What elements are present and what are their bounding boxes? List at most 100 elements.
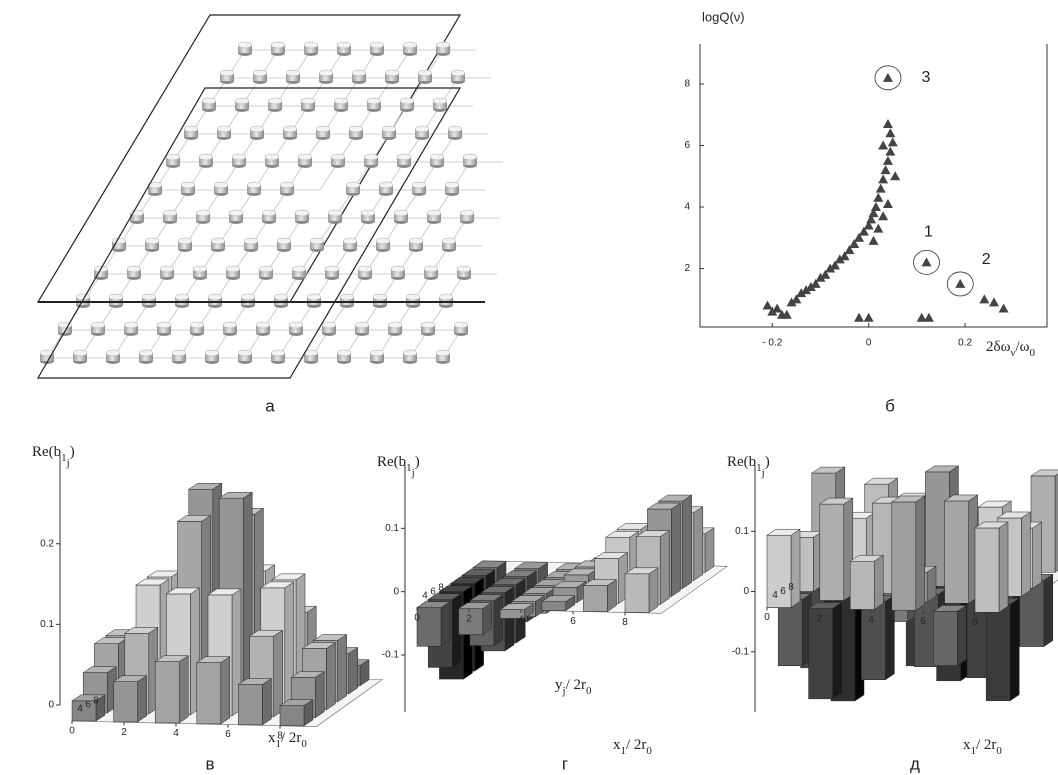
- label-part: Re(b: [727, 454, 756, 470]
- label-part: ): [765, 454, 770, 470]
- cylinder-top: [328, 210, 342, 216]
- bar: [945, 495, 978, 603]
- cylinder-top: [430, 154, 444, 160]
- cylinder-top: [352, 70, 366, 76]
- bar-front: [933, 611, 957, 665]
- cylinder-top: [319, 70, 333, 76]
- annotation: 1: [924, 224, 933, 241]
- label-part: 2δω: [986, 339, 1011, 355]
- depth-tick-label: 6: [430, 586, 436, 597]
- bar-front: [778, 600, 802, 666]
- point: [878, 174, 888, 183]
- x-tick-label: 8: [972, 617, 978, 628]
- x-tick-label: 2: [121, 727, 127, 738]
- cylinder-top: [316, 126, 330, 132]
- cylinder-top: [409, 238, 423, 244]
- cylinder-top: [391, 266, 405, 272]
- cylinder-top: [256, 322, 270, 328]
- cylinder-top: [178, 238, 192, 244]
- cylinder-top: [223, 322, 237, 328]
- bar-side: [179, 656, 188, 723]
- cylinder-top: [163, 210, 177, 216]
- cylinder-top: [367, 98, 381, 104]
- cylinder-top: [73, 350, 87, 356]
- cylinder-top: [157, 322, 171, 328]
- cylinder-top: [397, 154, 411, 160]
- cylinder-top: [370, 42, 384, 48]
- bar-front: [975, 528, 999, 612]
- point: [979, 294, 989, 303]
- depth-tick-label: 8: [438, 582, 444, 593]
- cylinder-top: [457, 266, 471, 272]
- label-part: /ω: [1015, 339, 1029, 355]
- axis-frame: [700, 44, 1047, 327]
- cylinder-top: [91, 322, 105, 328]
- point: [885, 128, 895, 137]
- x-tick-label: 2: [816, 613, 822, 624]
- y-tick-label: 0.1: [40, 619, 54, 630]
- cylinder-top: [382, 126, 396, 132]
- cylinder-top: [199, 154, 213, 160]
- depth-tick-label: 4: [422, 590, 428, 601]
- bar-side: [349, 647, 358, 693]
- cylinder-top: [454, 322, 468, 328]
- cylinder-top: [463, 154, 477, 160]
- figure: а б в г д 2468- 0.200.2logQ(ν)2δων/ω0123…: [0, 0, 1058, 775]
- bar-side: [274, 630, 283, 717]
- cylinder-top: [340, 294, 354, 300]
- cylinder-top: [388, 322, 402, 328]
- axis-label: 2δων/ω0: [986, 339, 1035, 358]
- cylinder-top: [451, 70, 465, 76]
- bar: [459, 603, 492, 635]
- depth-tick-label: 4: [77, 704, 83, 715]
- cylinder-top: [268, 98, 282, 104]
- x-tick-label: 4: [868, 615, 874, 626]
- label-part: Re(b: [377, 454, 406, 470]
- y-tick-label: 0.1: [735, 526, 749, 537]
- bar-top: [1031, 470, 1058, 476]
- cylinder-top: [286, 70, 300, 76]
- y-tick-label: 0: [393, 586, 399, 597]
- cylinder-top: [247, 182, 261, 188]
- bar: [417, 602, 450, 647]
- label-part: 0: [586, 685, 592, 697]
- bar-side: [833, 602, 842, 698]
- bar: [280, 700, 313, 726]
- depth-tick-label: 6: [85, 700, 91, 711]
- bar-side: [441, 602, 450, 647]
- cylinder-top: [208, 294, 222, 300]
- cylinder-top: [265, 154, 279, 160]
- cylinder-top: [436, 42, 450, 48]
- y-tick-label: 6: [684, 140, 690, 151]
- bar: [820, 498, 853, 600]
- x-tick-label: 2: [466, 614, 472, 625]
- cylinder-top: [196, 210, 210, 216]
- bar-front: [945, 501, 969, 603]
- cylinder-top: [400, 98, 414, 104]
- point: [999, 304, 1009, 313]
- cylinder-top: [175, 294, 189, 300]
- bar: [892, 496, 925, 610]
- cylinder-top: [145, 238, 159, 244]
- cylinder-top: [436, 350, 450, 356]
- cylinder-top: [448, 126, 462, 132]
- cylinder-top: [193, 266, 207, 272]
- point: [878, 211, 888, 220]
- point: [876, 184, 886, 193]
- cylinder-top: [271, 350, 285, 356]
- cylinder-top: [337, 350, 351, 356]
- cylinder-top: [376, 238, 390, 244]
- cylinder-top: [304, 42, 318, 48]
- cylinder-top: [262, 210, 276, 216]
- cylinder-top: [379, 182, 393, 188]
- bar-front: [583, 586, 607, 612]
- cylinder-top: [211, 238, 225, 244]
- cylinder-top: [244, 238, 258, 244]
- cylinder-top: [370, 350, 384, 356]
- point: [955, 279, 965, 288]
- y-tick-label: 0.1: [385, 523, 399, 534]
- cylinder-top: [232, 154, 246, 160]
- axis-label: Re(b1j): [32, 444, 75, 468]
- cylinder-top: [277, 238, 291, 244]
- y-tick-label: 0: [48, 700, 54, 711]
